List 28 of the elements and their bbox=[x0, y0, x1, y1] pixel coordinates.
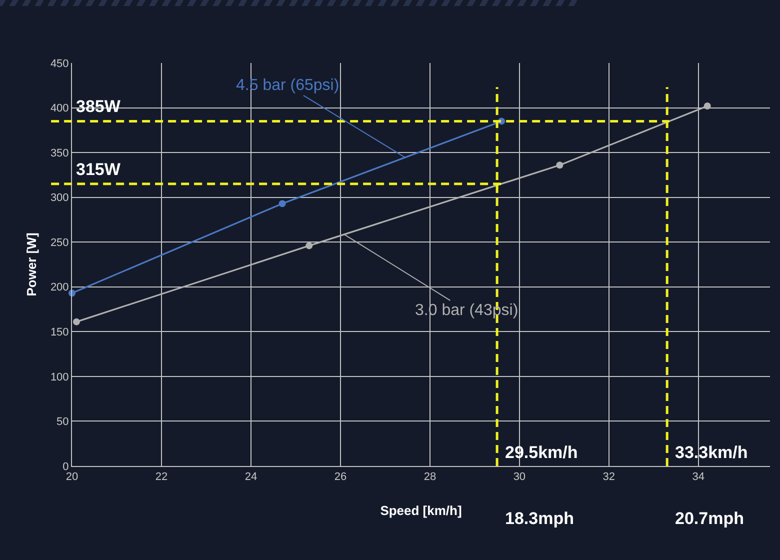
point bbox=[556, 162, 564, 169]
point bbox=[306, 242, 313, 250]
x-tick-label: 32 bbox=[602, 471, 616, 484]
x-tick-label: 24 bbox=[244, 471, 258, 484]
point bbox=[704, 102, 711, 110]
y-tick-label: 100 bbox=[50, 371, 69, 384]
y-tick-label: 400 bbox=[50, 102, 69, 115]
y-tick-label: 50 bbox=[56, 416, 69, 428]
x-tick-label: 34 bbox=[692, 471, 705, 484]
y-tick-label: 0 bbox=[62, 460, 69, 473]
text: 18.3mph bbox=[505, 509, 574, 528]
x-tick-label: 26 bbox=[334, 471, 347, 484]
y-tick-label: 150 bbox=[50, 326, 69, 339]
y-tick-label: 250 bbox=[50, 236, 69, 249]
y-tick-label: 300 bbox=[50, 192, 69, 204]
ref-line-label: 315W bbox=[76, 160, 122, 179]
y-tick-label: 200 bbox=[50, 282, 69, 294]
text: 20.7mph bbox=[675, 509, 744, 528]
point bbox=[72, 318, 80, 326]
x-tick-label: 28 bbox=[424, 471, 436, 484]
x-tick-label: 30 bbox=[513, 471, 526, 484]
point bbox=[278, 200, 286, 208]
x-axis-title: Speed [km/h] bbox=[380, 503, 462, 518]
y-tick-label: 450 bbox=[50, 58, 69, 70]
x-tick-label: 20 bbox=[66, 471, 78, 484]
y-axis-title: Power [W] bbox=[24, 232, 39, 296]
x-tick-label: 22 bbox=[155, 471, 168, 484]
y-tick-label: 350 bbox=[50, 147, 69, 160]
